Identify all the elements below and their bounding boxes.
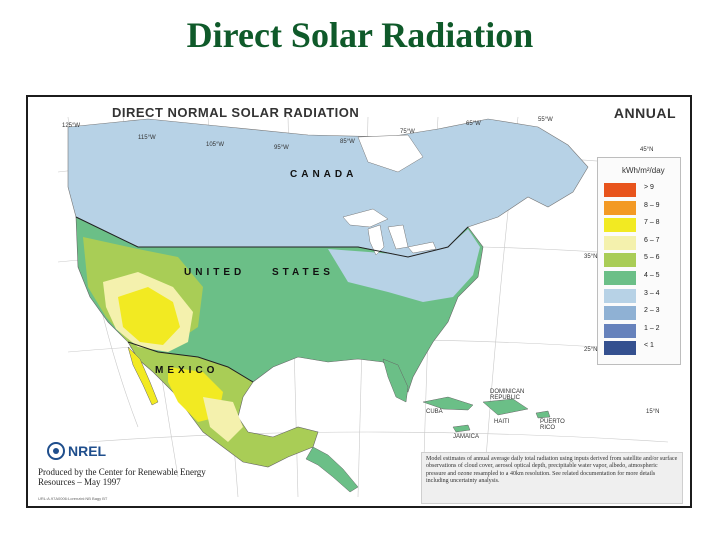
legend-swatch xyxy=(604,253,636,268)
legend-label: 3 – 4 xyxy=(644,289,660,297)
map-graphic xyxy=(28,97,690,506)
legend-label: > 9 xyxy=(644,184,654,191)
nrel-logo: NREL xyxy=(47,442,107,460)
legend: kWh/m²/day > 9 8 – 9 7 – 8 6 – 7 5 – 6 4 – 5 3… xyxy=(597,157,681,365)
legend-label: 4 – 5 xyxy=(644,272,660,279)
lon-75: 75°W xyxy=(400,129,415,135)
legend-label: 8 – 9 xyxy=(644,201,660,209)
slide-title: Direct Solar Radiation xyxy=(186,15,534,55)
legend-swatch xyxy=(604,218,636,233)
legend-item: 8 – 9 xyxy=(604,200,674,216)
label-canada: CANADA xyxy=(290,169,358,180)
legend-unit: kWh/m²/day xyxy=(622,166,665,175)
legend-item: 5 – 6 xyxy=(604,252,674,268)
lon-85: 85°W xyxy=(340,139,355,145)
lat-25: 25°N xyxy=(584,347,598,353)
legend-item: < 1 xyxy=(604,340,674,356)
legend-swatch xyxy=(604,200,636,215)
legend-label: 6 – 7 xyxy=(644,236,660,244)
legend-swatch xyxy=(604,183,636,197)
label-dominican: DOMINICAN REPUBLIC xyxy=(490,389,525,401)
legend-item: 4 – 5 xyxy=(604,270,674,286)
label-cuba: CUBA xyxy=(426,409,443,415)
legend-item: 2 – 3 xyxy=(604,305,674,321)
lat-15: 15°N xyxy=(646,409,660,415)
lat-35: 35°N xyxy=(584,254,598,260)
legend-item: 3 – 4 xyxy=(604,288,674,304)
label-states: STATES xyxy=(272,267,334,278)
lon-65: 65°W xyxy=(466,121,481,127)
legend-item: > 9 xyxy=(604,182,674,198)
label-mexico: MEXICO xyxy=(155,365,219,376)
reference-text: URL:A.97A0006:Lorenzini:NB Bagy BT xyxy=(38,496,108,501)
legend-swatch xyxy=(604,235,636,250)
lon-105: 105°W xyxy=(206,142,225,148)
solar-radiation-map: DIRECT NORMAL SOLAR RADIATION ANNUAL CAN… xyxy=(26,95,692,508)
legend-item: 7 – 8 xyxy=(604,217,674,233)
legend-item: 1 – 2 xyxy=(604,323,674,339)
legend-item: 6 – 7 xyxy=(604,235,674,251)
legend-label: 2 – 3 xyxy=(644,307,660,315)
label-puerto-rico: PUERTO RICO xyxy=(540,419,565,431)
lon-95: 95°W xyxy=(274,145,289,151)
map-heading: DIRECT NORMAL SOLAR RADIATION xyxy=(112,105,360,120)
legend-label: 1 – 2 xyxy=(644,324,660,332)
label-jamaica: JAMAICA xyxy=(453,434,480,440)
legend-label: 5 – 6 xyxy=(644,254,660,262)
legend-swatch xyxy=(604,323,636,338)
legend-label: < 1 xyxy=(644,342,654,350)
legend-label: 7 – 8 xyxy=(644,219,660,227)
legend-swatch xyxy=(604,288,636,303)
label-united: UNITED xyxy=(184,267,246,278)
legend-swatch xyxy=(604,306,636,321)
lon-115: 115°W xyxy=(138,135,156,141)
map-period: ANNUAL xyxy=(613,105,676,121)
lon-55: 55°W xyxy=(538,117,553,123)
methodology-note: Model estimates of annual average daily … xyxy=(421,452,683,504)
lat-45: 45°N xyxy=(640,147,654,153)
legend-swatch xyxy=(604,271,636,285)
label-haiti: HAITI xyxy=(494,419,510,425)
svg-text:NREL: NREL xyxy=(68,443,107,459)
credit-text: Produced by the Center for Renewable Ene… xyxy=(38,467,206,487)
legend-swatch xyxy=(604,341,636,356)
lon-125: 125°W xyxy=(62,123,81,129)
